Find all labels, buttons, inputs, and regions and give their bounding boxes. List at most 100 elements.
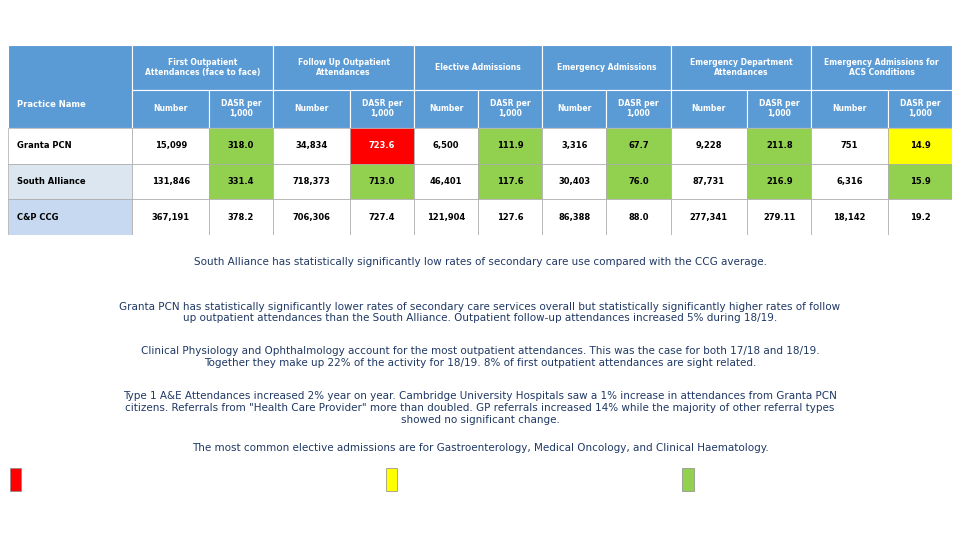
Text: DASR per
1,000: DASR per 1,000 — [490, 99, 531, 118]
Bar — [542, 164, 607, 199]
Bar — [747, 128, 811, 164]
Text: 127.6: 127.6 — [497, 213, 523, 221]
Text: Emergency Admissions: Emergency Admissions — [557, 63, 656, 72]
Text: 331.4: 331.4 — [228, 177, 254, 186]
Bar — [888, 90, 952, 128]
Text: C&P CCG: C&P CCG — [17, 213, 59, 221]
Bar — [478, 199, 542, 235]
Text: Number: Number — [295, 104, 328, 113]
Text: Number: Number — [154, 104, 188, 113]
Bar — [349, 164, 414, 199]
Bar — [349, 128, 414, 164]
Text: 111.9: 111.9 — [497, 141, 523, 150]
Text: Number: Number — [557, 104, 591, 113]
Text: 30,403: 30,403 — [559, 177, 590, 186]
Text: 718,373: 718,373 — [293, 177, 330, 186]
Text: Granta PCN: Granta PCN — [17, 141, 72, 150]
Bar — [414, 164, 478, 199]
Text: 216.9: 216.9 — [766, 177, 793, 186]
Bar — [811, 199, 888, 235]
Bar — [683, 468, 694, 491]
Text: 15,099: 15,099 — [155, 141, 187, 150]
Bar — [670, 128, 747, 164]
Text: Clinical Physiology and Ophthalmology account for the most outpatient attendance: Clinical Physiology and Ophthalmology ac… — [141, 347, 819, 368]
Text: 117.6: 117.6 — [497, 177, 523, 186]
Bar — [542, 128, 607, 164]
Bar — [542, 90, 607, 128]
Text: 279.11: 279.11 — [763, 213, 796, 221]
Bar — [670, 199, 747, 235]
Text: 318.0: 318.0 — [228, 141, 254, 150]
Text: statistically similar to next level in hierarchy: statistically similar to next level in h… — [405, 475, 591, 484]
Bar — [670, 164, 747, 199]
Bar — [607, 90, 670, 128]
Text: Note: DASR = Directly age standardised rate per 1,000 population, reference popu: Note: DASR = Directly age standardised r… — [10, 518, 530, 538]
Text: statistically significantly higher than next level in hierarchy: statistically significantly higher than … — [29, 475, 279, 484]
Text: 86,388: 86,388 — [559, 213, 590, 221]
Text: 6,500: 6,500 — [433, 141, 459, 150]
Text: 34,834: 34,834 — [296, 141, 327, 150]
Text: DASR per
1,000: DASR per 1,000 — [362, 99, 402, 118]
Text: Elective Admissions: Elective Admissions — [435, 63, 521, 72]
Bar — [414, 199, 478, 235]
Bar — [542, 199, 607, 235]
Bar — [274, 90, 349, 128]
Bar — [888, 199, 952, 235]
Text: 3,316: 3,316 — [561, 141, 588, 150]
Bar — [8, 45, 132, 128]
Bar — [349, 199, 414, 235]
Bar — [274, 164, 349, 199]
Text: 706,306: 706,306 — [293, 213, 330, 221]
Text: statistically significantly lower than next level in hierarchy: statistically significantly lower than n… — [702, 475, 948, 484]
Bar — [670, 45, 811, 90]
Text: DASR per
1,000: DASR per 1,000 — [618, 99, 659, 118]
Text: DASR per
1,000: DASR per 1,000 — [900, 99, 940, 118]
Bar — [607, 164, 670, 199]
Bar — [478, 164, 542, 199]
Bar — [10, 468, 21, 491]
Text: DASR per
1,000: DASR per 1,000 — [758, 99, 800, 118]
Text: 19.2: 19.2 — [909, 213, 930, 221]
Text: DASR per
1,000: DASR per 1,000 — [221, 99, 261, 118]
Text: 9,228: 9,228 — [696, 141, 722, 150]
Bar — [274, 45, 414, 90]
Text: 18,142: 18,142 — [833, 213, 866, 221]
Text: 15.9: 15.9 — [909, 177, 930, 186]
Bar — [132, 90, 209, 128]
Bar — [274, 199, 349, 235]
Bar — [386, 468, 397, 491]
Bar — [209, 199, 274, 235]
Text: Number: Number — [691, 104, 726, 113]
Text: First Outpatient
Attendances (face to face): First Outpatient Attendances (face to fa… — [145, 58, 260, 77]
Bar — [747, 164, 811, 199]
Bar — [478, 90, 542, 128]
Text: Number: Number — [832, 104, 867, 113]
Text: Follow Up Outpatient
Attendances: Follow Up Outpatient Attendances — [298, 58, 390, 77]
Bar — [747, 199, 811, 235]
Bar — [414, 90, 478, 128]
Text: Practice Name: Practice Name — [17, 100, 86, 109]
Text: The most common elective admissions are for Gastroenterology, Medical Oncology, : The most common elective admissions are … — [192, 443, 768, 453]
Bar — [132, 199, 209, 235]
Text: Number: Number — [429, 104, 463, 113]
Bar — [8, 199, 132, 235]
Bar — [209, 128, 274, 164]
Bar — [888, 164, 952, 199]
Text: 131,846: 131,846 — [152, 177, 190, 186]
Text: 723.6: 723.6 — [369, 141, 396, 150]
Bar — [132, 128, 209, 164]
Text: Type 1 A&E Attendances increased 2% year on year. Cambridge University Hospitals: Type 1 A&E Attendances increased 2% year… — [123, 392, 837, 424]
Bar — [132, 164, 209, 199]
Bar — [811, 90, 888, 128]
Bar — [670, 90, 747, 128]
Text: 46,401: 46,401 — [430, 177, 463, 186]
Text: 211.8: 211.8 — [766, 141, 793, 150]
Text: South Alliance has statistically significantly low rates of secondary care use c: South Alliance has statistically signifi… — [194, 256, 766, 267]
Bar — [8, 164, 132, 199]
Text: Secondary Care Services: Secondary Care Services — [8, 7, 258, 25]
Text: 727.4: 727.4 — [369, 213, 396, 221]
Bar — [811, 164, 888, 199]
Bar — [607, 128, 670, 164]
Bar — [132, 45, 274, 90]
Text: 88.0: 88.0 — [628, 213, 649, 221]
